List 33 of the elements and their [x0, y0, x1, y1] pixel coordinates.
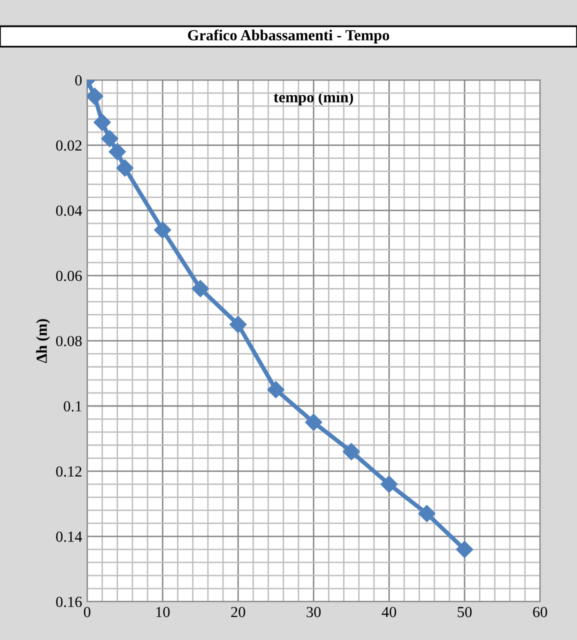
- x-tick-label: 30: [306, 606, 321, 618]
- point: [380, 476, 398, 493]
- y-tick-label: 0.02: [56, 140, 82, 151]
- y-tick-label: 0.06: [56, 270, 82, 282]
- x-tick-label: 40: [382, 606, 396, 618]
- y-tick-label: 0.16: [56, 596, 82, 608]
- y-axis-title: Δh (m): [36, 319, 50, 363]
- x-tick-label: 10: [156, 606, 170, 618]
- point: [108, 143, 126, 160]
- point: [154, 221, 172, 239]
- x-tick-label: 50: [458, 606, 472, 618]
- point: [456, 540, 474, 558]
- point: [101, 130, 118, 148]
- y-tick-label: 0.14: [56, 532, 82, 542]
- point: [342, 443, 360, 460]
- x-tick-label: 0: [84, 606, 90, 618]
- point: [192, 280, 209, 298]
- chart-title: Grafico Abbassamenti - Tempo: [188, 29, 390, 44]
- y-tick-label: 0.08: [56, 336, 82, 346]
- point: [116, 159, 134, 177]
- point: [230, 316, 247, 334]
- point: [267, 381, 284, 398]
- point: [305, 414, 322, 431]
- point: [87, 88, 104, 105]
- y-tick-label: 0.1: [64, 401, 82, 412]
- point: [418, 505, 436, 522]
- y-tick-label: 0.04: [56, 206, 82, 216]
- x-axis-title: tempo (min): [274, 92, 354, 106]
- y-tick-label: 0: [75, 75, 82, 86]
- x-tick-label: 20: [231, 606, 246, 618]
- y-tick-label: 0.12: [56, 466, 82, 477]
- point: [94, 114, 111, 131]
- x-tick-label: 60: [533, 606, 548, 618]
